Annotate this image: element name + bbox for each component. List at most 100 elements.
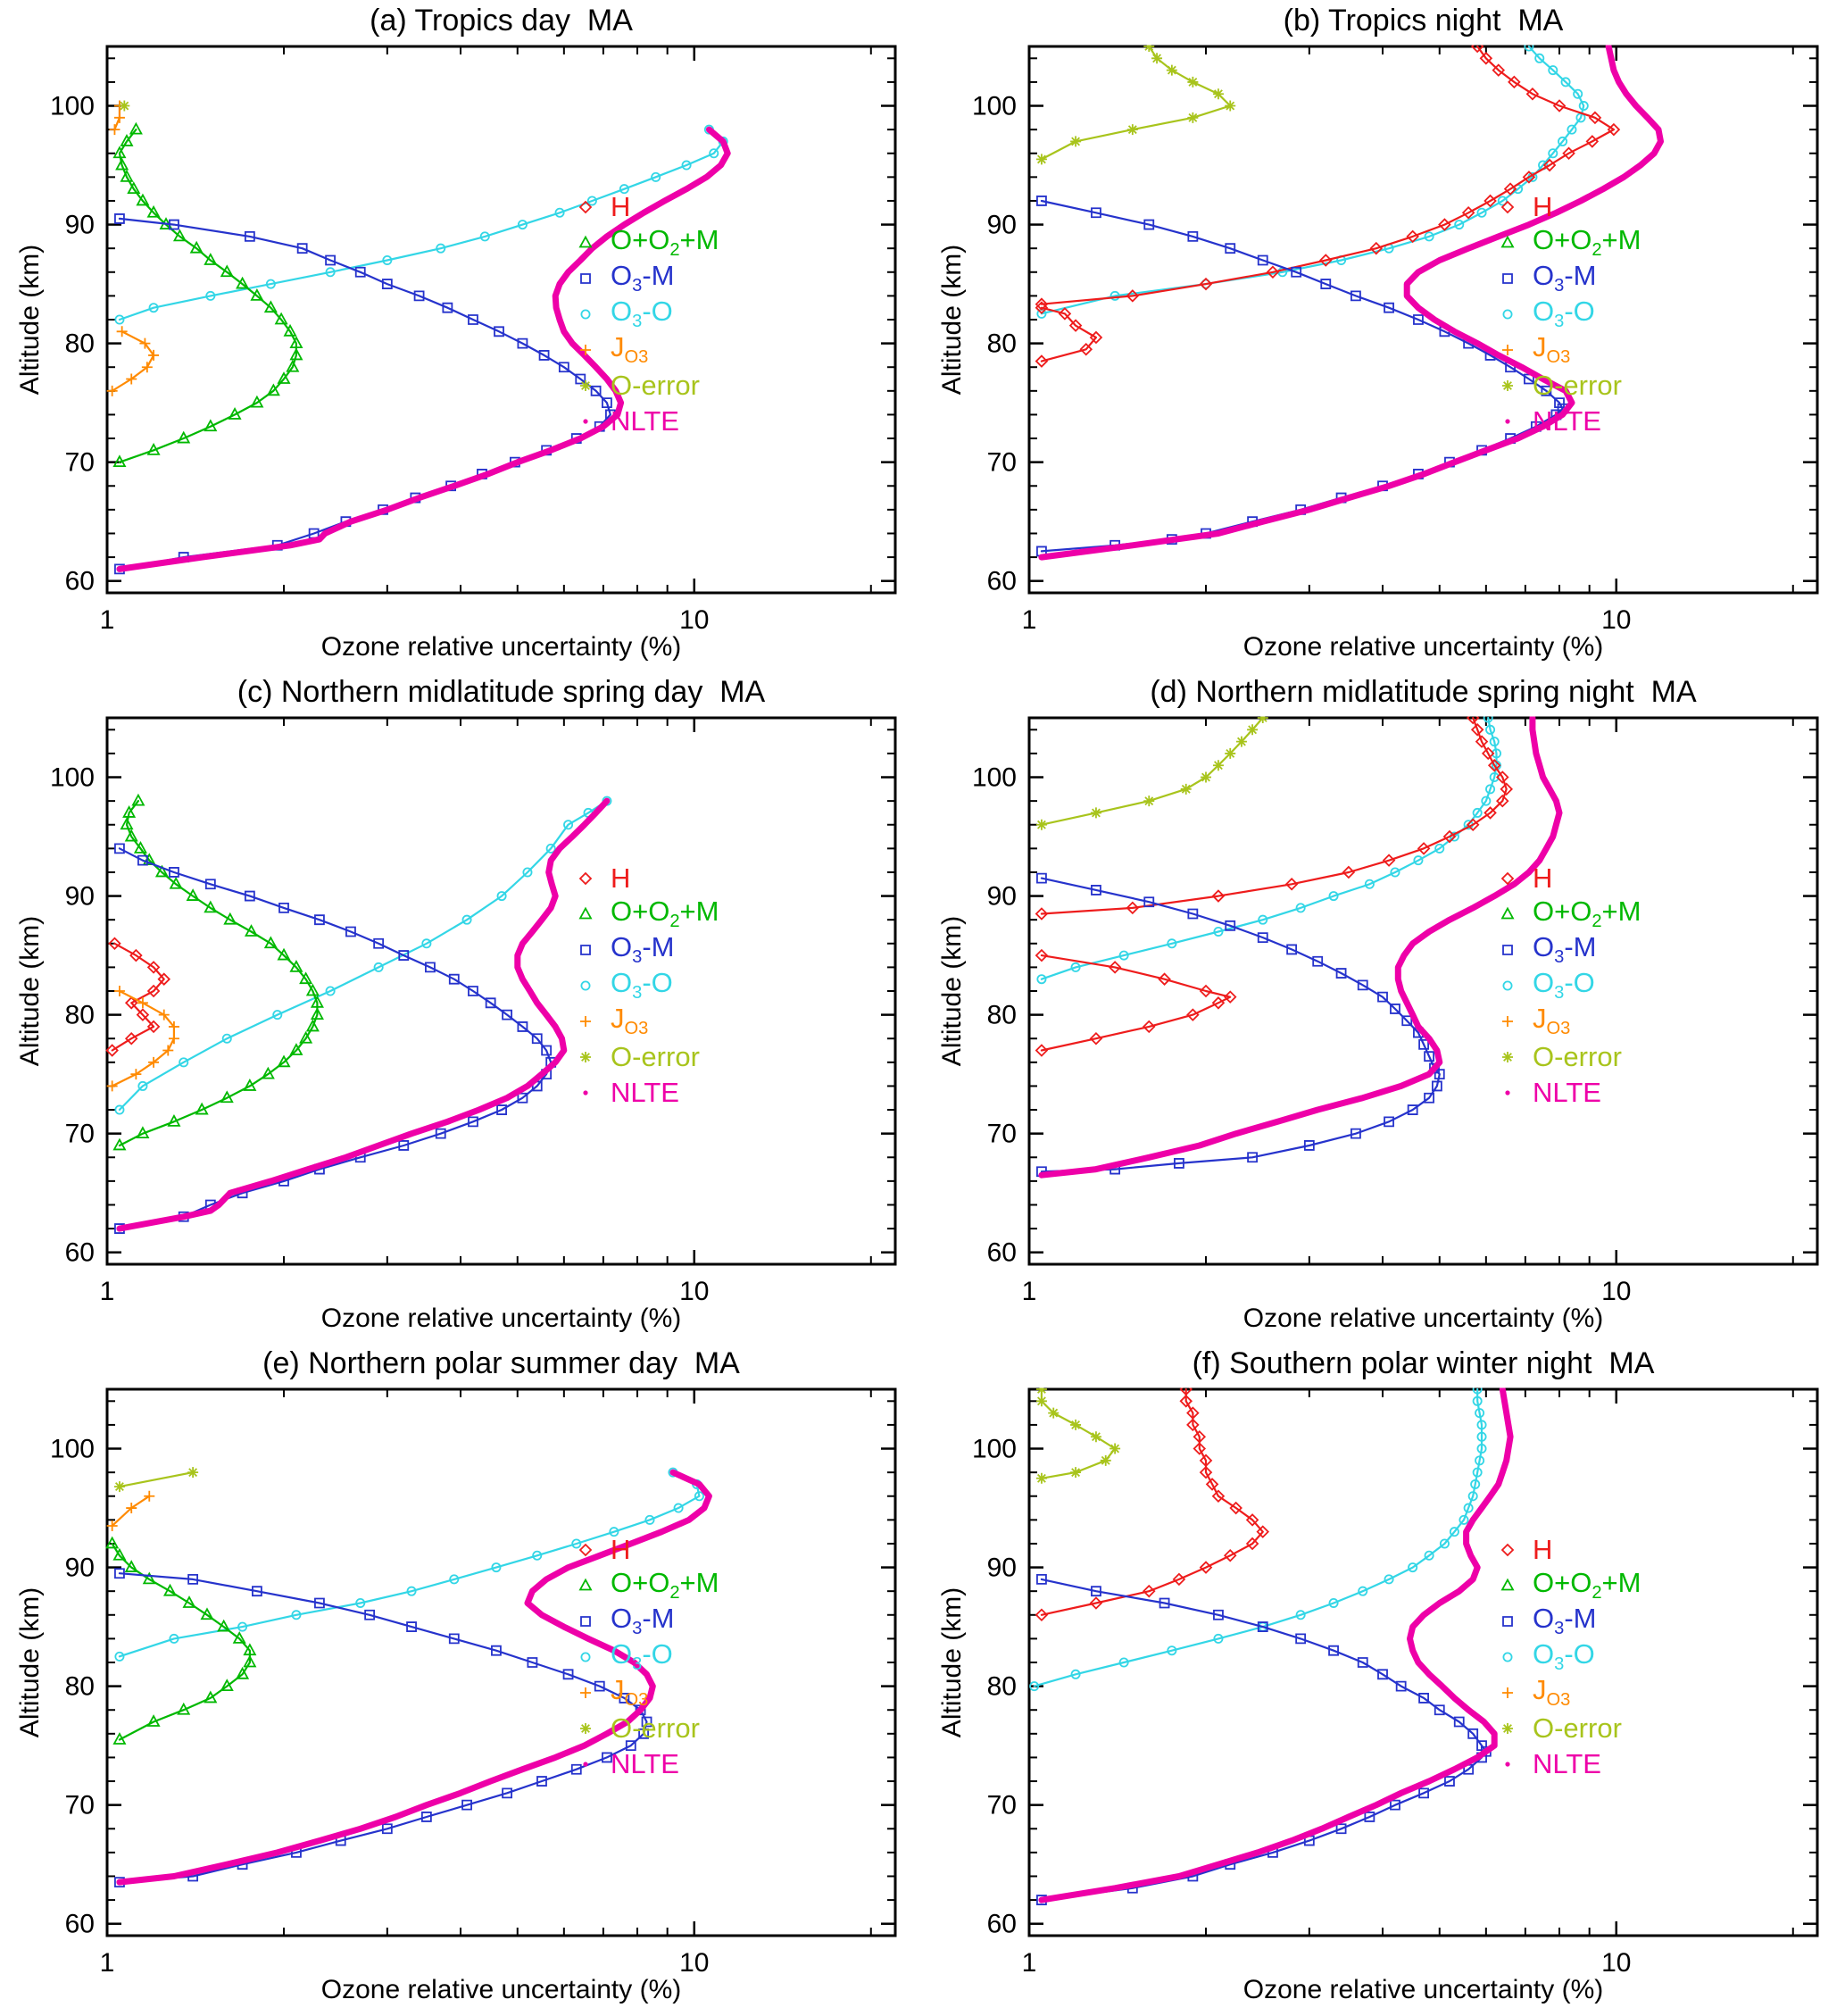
series-O3-M [114, 1568, 652, 1888]
x-tick-label: 1 [100, 605, 115, 635]
series-JO3 [106, 326, 160, 396]
series-H [1035, 301, 1103, 368]
panel-d-title: (d) Northern midlatitude spring night MA [1150, 675, 1697, 709]
x-tick-label: 1 [100, 1277, 115, 1306]
series-NLTE [1038, 716, 1563, 1179]
y-tick-label: 60 [65, 567, 95, 596]
series-O+O2+M [112, 121, 303, 468]
series-NLTE [1038, 45, 1664, 561]
y-tick-label: 100 [50, 92, 95, 121]
x-tick-label: 10 [679, 1948, 709, 1978]
y-tick-label: 80 [65, 1001, 95, 1030]
axes: 1 10 60 70 80 90 100 [50, 1387, 897, 1978]
series-H [1035, 948, 1237, 1057]
series-O+O2+M [112, 793, 324, 1151]
series-O3-O [1029, 1387, 1487, 1692]
panel-d-y-axis-label: Altitude (km) [937, 915, 967, 1067]
panel-f-y-axis-label: Altitude (km) [937, 1587, 967, 1738]
y-tick-label: 70 [65, 1791, 95, 1820]
plot-series [105, 1467, 712, 1888]
panel-c-x-axis-label: Ozone relative uncertainty (%) [320, 1304, 682, 1333]
plot-series [105, 793, 612, 1234]
series-O3-M [1036, 872, 1445, 1178]
panel-a: (a) Tropics day MA 1 10 60 70 80 90 100 H O+O2+… [0, 0, 922, 671]
series-H [105, 937, 171, 1057]
x-tick-label: 1 [100, 1948, 115, 1978]
series-O3-M [1036, 1573, 1492, 1905]
y-tick-label: 80 [987, 329, 1017, 359]
plot-series [1035, 45, 1664, 561]
panel-c-y-axis-label: Altitude (km) [15, 915, 45, 1067]
y-tick-label: 80 [65, 1672, 95, 1702]
y-tick-label: 90 [65, 882, 95, 912]
panel-b: (b) Tropics night MA 1 10 60 70 80 90 100 H O+O… [922, 0, 1844, 671]
axes: 1 10 60 70 80 90 100 [972, 1387, 1819, 1978]
panel-b-title: (b) Tropics night MA [1283, 4, 1564, 37]
series-O-error [1035, 45, 1236, 165]
series-NLTE [116, 1469, 712, 1886]
panel-a-plot: 1 10 60 70 80 90 100 [50, 45, 897, 635]
x-tick-label: 1 [1022, 1277, 1037, 1306]
x-tick-label: 10 [679, 1277, 709, 1306]
axes: 1 10 60 70 80 90 100 [972, 716, 1819, 1306]
series-H [1035, 45, 1621, 311]
series-O3-O [1036, 45, 1589, 319]
series-O-error [1035, 716, 1268, 830]
plot-series [1035, 716, 1563, 1179]
y-tick-label: 100 [972, 763, 1017, 793]
x-tick-label: 1 [1022, 1948, 1037, 1978]
panel-f-x-axis-label: Ozone relative uncertainty (%) [1242, 1975, 1604, 2004]
panel-e-plot: 1 10 60 70 80 90 100 [50, 1387, 897, 1978]
y-tick-label: 100 [50, 1435, 95, 1464]
series-O3-M [1036, 196, 1568, 557]
x-tick-label: 10 [1601, 1277, 1631, 1306]
x-tick-label: 10 [1601, 605, 1631, 635]
series-O-error [113, 1467, 199, 1493]
y-tick-label: 100 [972, 1435, 1017, 1464]
y-tick-label: 60 [987, 1238, 1017, 1268]
panel-e: (e) Northern polar summer day MA 1 10 60 70… [0, 1343, 922, 2014]
y-tick-label: 70 [65, 1120, 95, 1149]
axes: 1 10 60 70 80 90 100 [50, 45, 897, 635]
series-O+O2+M [105, 1536, 257, 1745]
y-tick-label: 60 [65, 1238, 95, 1268]
y-tick-label: 90 [987, 211, 1017, 240]
panel-b-x-axis-label: Ozone relative uncertainty (%) [1242, 632, 1604, 662]
y-tick-label: 60 [65, 1910, 95, 1939]
axes: 1 10 60 70 80 90 100 [50, 716, 897, 1306]
plot-series [1029, 1387, 1514, 1905]
y-tick-label: 90 [65, 1554, 95, 1583]
panel-e-y-axis-label: Altitude (km) [15, 1587, 45, 1738]
panel-d-plot: 1 10 60 70 80 90 100 [972, 716, 1819, 1306]
y-tick-label: 70 [987, 1120, 1017, 1149]
series-O-error [119, 100, 130, 112]
panel-f-title: (f) Southern polar winter night MA [1192, 1346, 1655, 1380]
series-O3-O [1036, 716, 1502, 985]
series-NLTE [1038, 1387, 1514, 1904]
panel-b-plot: 1 10 60 70 80 90 100 [972, 45, 1819, 635]
panel-c-plot: 1 10 60 70 80 90 100 [50, 716, 897, 1306]
y-tick-label: 70 [987, 1791, 1017, 1820]
series-O3-O [114, 124, 728, 325]
y-tick-label: 90 [65, 211, 95, 240]
panel-a-x-axis-label: Ozone relative uncertainty (%) [320, 632, 682, 662]
y-tick-label: 60 [987, 567, 1017, 596]
y-tick-label: 100 [972, 92, 1017, 121]
series-NLTE [116, 797, 611, 1232]
series-H [1035, 716, 1513, 921]
series-O3-M [114, 843, 557, 1234]
panel-f-plot: 1 10 60 70 80 90 100 [972, 1387, 1819, 1978]
y-tick-label: 90 [987, 882, 1017, 912]
series-JO3 [106, 986, 179, 1092]
series-H [1035, 1387, 1270, 1622]
panel-f: (f) Southern polar winter night MA 1 10 60… [922, 1343, 1844, 2014]
y-tick-label: 100 [50, 763, 95, 793]
y-tick-label: 80 [65, 329, 95, 359]
panel-d: (d) Northern midlatitude spring night MA… [922, 671, 1844, 1343]
panel-d-x-axis-label: Ozone relative uncertainty (%) [1242, 1304, 1604, 1333]
series-O3-O [114, 796, 612, 1115]
panel-a-y-axis-label: Altitude (km) [15, 244, 45, 396]
panel-e-title: (e) Northern polar summer day MA [262, 1346, 740, 1380]
y-tick-label: 70 [65, 448, 95, 478]
